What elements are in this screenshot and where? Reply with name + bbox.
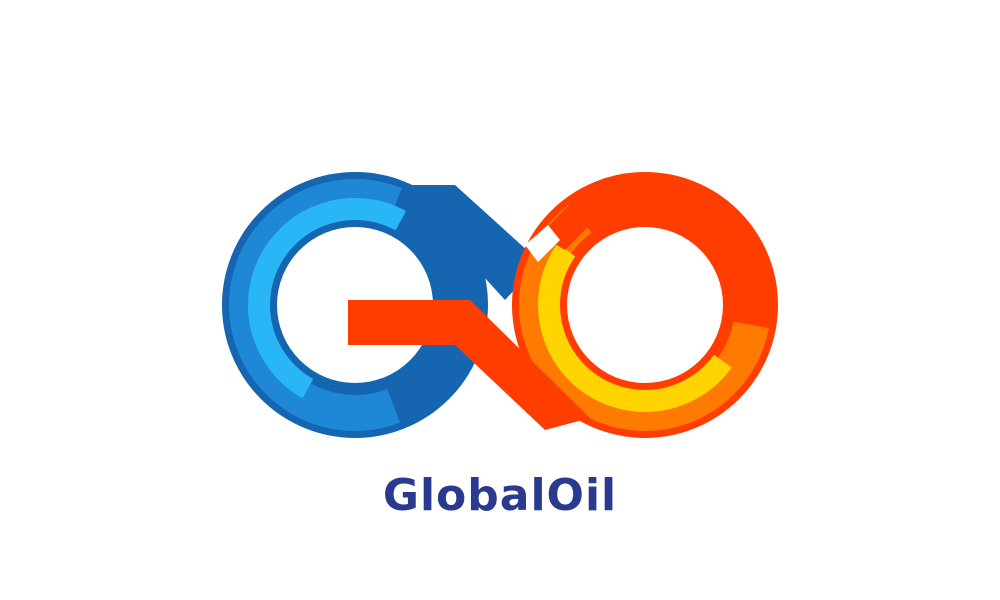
crossing-gap (525, 225, 560, 262)
orange-loop (512, 172, 778, 438)
brand-name: GlobalOil (382, 470, 618, 521)
g-bar-crossing (348, 300, 590, 430)
orange-lip (540, 188, 620, 250)
blue-crossing (400, 185, 540, 300)
